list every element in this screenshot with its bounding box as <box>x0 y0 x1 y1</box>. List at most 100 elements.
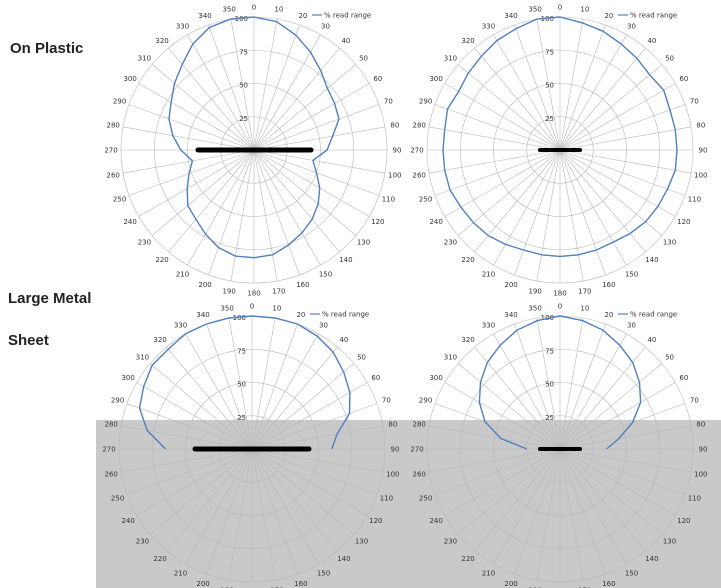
angle-tick-label: 190 <box>220 586 233 588</box>
angle-tick-label: 100 <box>388 171 401 179</box>
angle-spoke <box>434 104 561 151</box>
angle-spoke <box>122 149 255 174</box>
radial-tick-label: 25 <box>545 115 554 123</box>
angle-spoke <box>120 448 253 473</box>
angle-spoke <box>253 149 321 266</box>
angle-spoke <box>457 448 561 535</box>
angle-tick-label: 260 <box>104 470 117 478</box>
angle-tick-label: 60 <box>373 75 382 83</box>
angle-tick-label: 150 <box>317 569 330 577</box>
angle-spoke <box>559 24 606 151</box>
radial-tick-label: 75 <box>237 347 246 355</box>
angle-spoke <box>251 448 298 575</box>
large-metal-label: Large Metal <box>8 290 92 307</box>
angle-spoke <box>559 149 686 196</box>
angle-spoke <box>253 149 300 276</box>
legend-label: % read range <box>324 12 371 20</box>
angle-spoke <box>559 149 663 236</box>
angle-tick-label: 340 <box>198 12 211 20</box>
angle-tick-label: 310 <box>444 354 457 362</box>
read-range-series-line <box>478 315 642 450</box>
angle-spoke <box>253 149 386 174</box>
angle-tick-label: 330 <box>174 322 187 330</box>
angle-spoke <box>251 333 319 450</box>
angle-spoke <box>493 34 561 151</box>
angle-spoke <box>253 47 340 151</box>
angle-spoke <box>185 333 253 450</box>
angle-spoke <box>168 47 255 151</box>
angle-spoke <box>559 104 686 151</box>
angle-tick-label: 340 <box>196 311 209 319</box>
angle-spoke <box>444 448 561 516</box>
angle-tick-label: 80 <box>696 421 705 429</box>
angle-spoke <box>559 149 676 217</box>
angle-tick-label: 220 <box>153 555 166 563</box>
angle-tick-label: 70 <box>690 98 699 106</box>
angle-spoke <box>251 317 276 450</box>
angle-tick-label: 210 <box>176 270 189 278</box>
angle-tick-label: 320 <box>461 336 474 344</box>
angle-tick-label: 270 <box>102 446 115 454</box>
angle-tick-label: 160 <box>296 281 309 289</box>
angle-tick-label: 30 <box>321 23 330 31</box>
angle-tick-label: 100 <box>694 171 707 179</box>
angle-spoke <box>559 47 646 151</box>
angle-tick-label: 50 <box>357 354 366 362</box>
radial-tick-label: 75 <box>545 347 554 355</box>
angle-tick-label: 210 <box>482 270 495 278</box>
angle-tick-label: 300 <box>429 374 442 382</box>
angle-spoke <box>474 47 561 151</box>
angle-tick-label: 270 <box>410 446 423 454</box>
angle-tick-label: 130 <box>357 238 370 246</box>
angle-spoke <box>151 64 255 151</box>
angle-spoke <box>559 323 606 450</box>
angle-spoke <box>251 448 276 581</box>
angle-tick-label: 120 <box>371 218 384 226</box>
angle-tick-label: 300 <box>123 75 136 83</box>
angle-spoke <box>253 24 300 151</box>
angle-tick-label: 260 <box>106 171 119 179</box>
angle-tick-label: 90 <box>699 147 708 155</box>
angle-tick-label: 230 <box>138 238 151 246</box>
angle-tick-label: 110 <box>380 494 393 502</box>
angle-tick-label: 170 <box>578 586 591 588</box>
angle-spoke <box>253 149 370 217</box>
angle-spoke <box>149 448 253 535</box>
angle-tick-label: 80 <box>696 122 705 130</box>
angle-tick-label: 170 <box>270 586 283 588</box>
angle-spoke <box>253 126 386 151</box>
legend-label: % read range <box>630 12 677 20</box>
angle-tick-label: 60 <box>371 374 380 382</box>
angle-tick-label: 240 <box>429 517 442 525</box>
angle-spoke <box>444 83 561 151</box>
angle-spoke <box>206 448 253 575</box>
angle-spoke <box>559 149 606 276</box>
angle-spoke <box>251 448 368 516</box>
radial-tick-label: 50 <box>545 82 554 90</box>
angle-tick-label: 20 <box>298 12 307 20</box>
angle-spoke <box>128 104 255 151</box>
angle-tick-label: 130 <box>663 537 676 545</box>
angle-tick-label: 0 <box>250 303 254 311</box>
angle-spoke <box>187 34 255 151</box>
angle-tick-label: 200 <box>198 281 211 289</box>
angle-tick-label: 80 <box>388 421 397 429</box>
angle-spoke <box>126 403 253 450</box>
angle-tick-label: 320 <box>155 37 168 45</box>
angle-spoke <box>428 126 561 151</box>
angle-tick-label: 40 <box>339 336 348 344</box>
angle-spoke <box>514 149 561 276</box>
angle-tick-label: 290 <box>113 98 126 106</box>
angle-spoke <box>136 382 253 450</box>
angle-spoke <box>138 83 255 151</box>
angle-tick-label: 230 <box>136 537 149 545</box>
angle-tick-label: 50 <box>359 55 368 63</box>
angle-tick-label: 290 <box>419 98 432 106</box>
angle-tick-label: 60 <box>679 75 688 83</box>
angle-tick-label: 220 <box>461 555 474 563</box>
radial-tick-label: 50 <box>237 381 246 389</box>
radial-tick-label: 50 <box>239 82 248 90</box>
angle-spoke <box>253 64 357 151</box>
angle-tick-label: 10 <box>580 6 589 14</box>
